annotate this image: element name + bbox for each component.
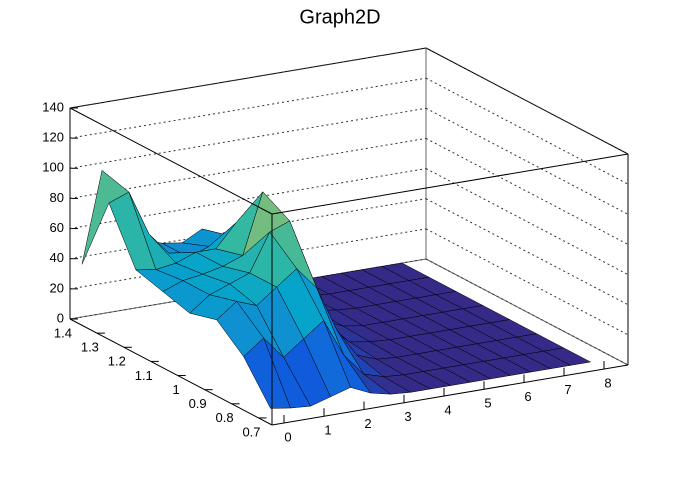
grid-line (425, 198, 629, 306)
y-tick-label: 1.1 (135, 368, 153, 383)
grid-line (425, 107, 629, 215)
y-tick-label: 1 (172, 382, 179, 397)
x-tick-label: 0 (284, 429, 291, 444)
z-tick-label: 60 (50, 220, 64, 235)
grid-line (425, 258, 629, 366)
x-tick-label: 6 (524, 389, 531, 404)
z-tick-label: 80 (50, 190, 64, 205)
x-tick-label: 1 (324, 423, 331, 438)
axis-frame (69, 107, 273, 215)
z-tick-label: 20 (50, 280, 64, 295)
z-tick-label: 140 (42, 99, 64, 114)
grid-line (69, 137, 427, 199)
y-axis (69, 318, 273, 426)
x-tick-label: 8 (604, 375, 611, 390)
grid-line (69, 77, 427, 139)
x-tick-label: 5 (484, 396, 491, 411)
grid-line (425, 77, 629, 185)
x-tick-label: 2 (364, 416, 371, 431)
grid-line (425, 168, 629, 276)
axis-frame (271, 153, 629, 215)
x-axis (271, 364, 629, 426)
grid-line (425, 137, 629, 245)
grid-line (425, 47, 629, 155)
y-tick-label: 1.4 (54, 325, 72, 340)
x-tick-label: 7 (564, 382, 571, 397)
grid-line (69, 47, 427, 109)
z-tick-label: 0 (57, 310, 64, 325)
chart-title: Graph2D (299, 6, 380, 28)
z-tick-label: 40 (50, 250, 64, 265)
y-tick-label: 0.7 (242, 424, 260, 439)
x-tick-label: 4 (444, 402, 451, 417)
grid-line (425, 228, 629, 336)
z-tick-label: 100 (42, 160, 64, 175)
z-tick-label: 120 (42, 130, 64, 145)
grid-line (69, 107, 427, 169)
y-tick-label: 1.3 (81, 340, 99, 355)
x-tick-label: 3 (404, 409, 411, 424)
surface-cell (243, 337, 291, 409)
y-tick-label: 0.8 (216, 410, 234, 425)
y-tick-label: 0.9 (189, 396, 207, 411)
y-tick-label: 1.2 (108, 354, 126, 369)
